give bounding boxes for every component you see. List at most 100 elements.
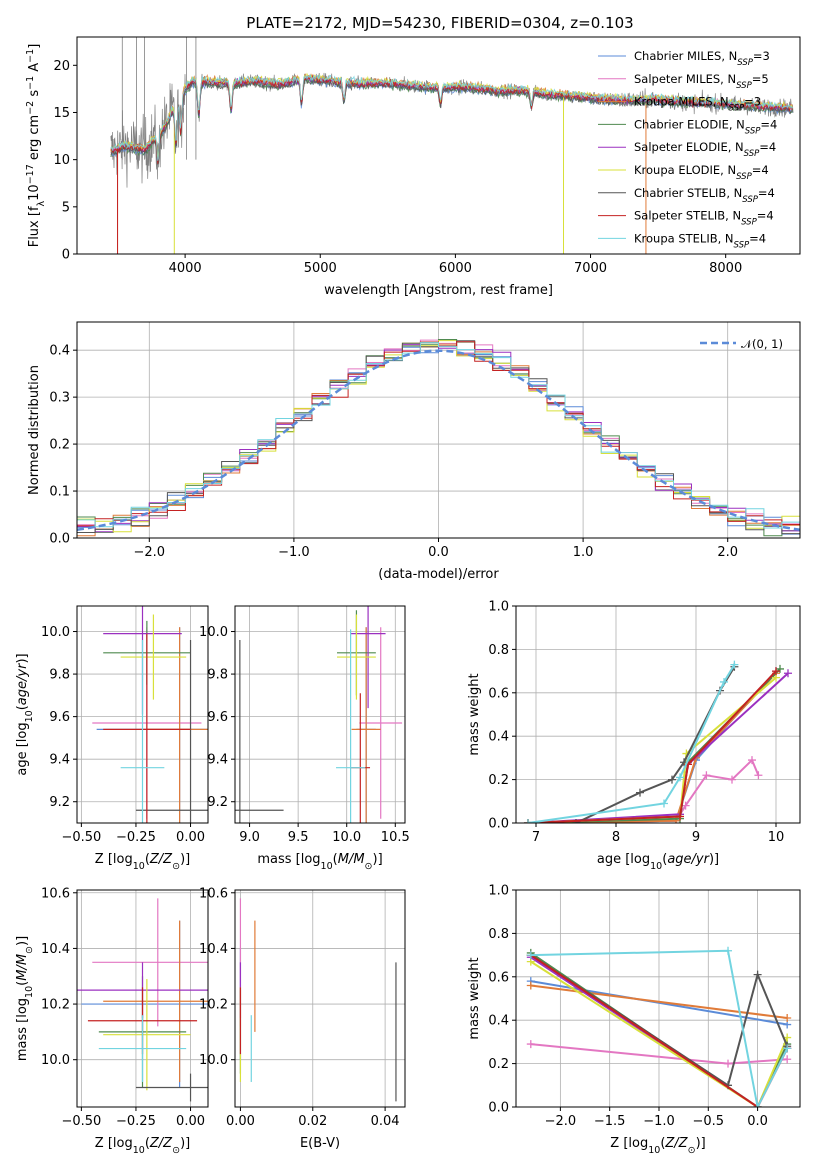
residual-histogram-xtick-label: −1.0 xyxy=(278,545,310,560)
series-marker-kroupa-stelib xyxy=(783,1044,792,1053)
spectrum-xtick-label: 8000 xyxy=(709,261,742,276)
mass-vs-Z-y-label: mass [log10(M/M⊙)] xyxy=(15,936,35,1061)
age-vs-Z-ytick-label: 9.6 xyxy=(49,710,70,725)
age-vs-Z-xtick-label: 0.00 xyxy=(176,830,205,845)
series-marker-kroupa-stelib xyxy=(526,951,535,960)
mass-weight-vs-age-y-label: mass weight xyxy=(467,673,482,755)
mass-vs-EBV-xtick-label: 0.00 xyxy=(226,1114,255,1129)
age-vs-mass-frame xyxy=(234,605,406,824)
mass-weight-vs-Z-ytick-label: 0.4 xyxy=(488,1014,509,1029)
mass-vs-Z-xtick-label: −0.25 xyxy=(116,1114,156,1129)
age-vs-Z-x-label: Z [log10(Z/Z⊙)] xyxy=(95,852,190,872)
age-vs-Z-xtick-label: −0.50 xyxy=(61,830,101,845)
mass-vs-EBV-axes: 0.00 0.02 0.04 10.0 10.2 10.4 10.6 xyxy=(199,886,405,1129)
histogram-steps xyxy=(77,339,800,537)
legend-label-kroupa-miles: Kroupa MILES, NSSP=3 xyxy=(634,95,761,114)
series-line-kroupa-elodie xyxy=(527,676,777,823)
spectrum-curves xyxy=(110,37,794,254)
series-marker-salpeter-miles xyxy=(728,775,736,784)
age-vs-mass-xtick-label: 9.5 xyxy=(288,830,309,845)
model-spectrum-salpeter-stelib xyxy=(110,73,794,164)
residual-histogram-ytick-label: 0.2 xyxy=(49,438,70,453)
series-marker-kroupa-stelib xyxy=(724,946,733,955)
mass-vs-Z-ytick-label: 10.0 xyxy=(41,1053,70,1068)
age-vs-mass-errorbars xyxy=(235,606,403,823)
legend-label-salpeter-miles: Salpeter MILES, NSSP=5 xyxy=(634,72,769,91)
residual-histogram-axes: −2.0 −1.0 0.0 1.0 2.0 0.0 0.1 0.2 0.3 0.4 xyxy=(49,322,800,560)
spectrum-xtick-label: 5000 xyxy=(304,261,337,276)
residual-histogram-xtick-label: 1.0 xyxy=(573,545,594,560)
mass-weight-vs-age-axes: 7 8 9 10 0.0 0.2 0.4 0.6 0.8 1.0 xyxy=(488,600,800,845)
series-marker-kroupa-stelib xyxy=(524,819,532,823)
age-vs-Z-frame xyxy=(76,605,209,824)
mass-weight-vs-Z-ytick-label: 0.2 xyxy=(488,1057,509,1072)
series-line-kroupa-stelib xyxy=(527,664,736,823)
mass-weight-vs-Z-xtick-label: 0.0 xyxy=(747,1114,768,1129)
mass-weight-vs-Z-xtick-label: −1.5 xyxy=(594,1114,626,1129)
series-line-kroupa-elodie xyxy=(530,960,789,1107)
mass-weight-vs-Z-xtick-label: −0.5 xyxy=(693,1114,725,1129)
errorbar-kroupa-miles xyxy=(103,920,208,1082)
age-vs-Z-errorbars xyxy=(92,606,208,823)
spectrum-legend: Chabrier MILES, NSSP=3 Salpeter MILES, NS… xyxy=(598,49,777,250)
spectrum-frame xyxy=(76,36,801,255)
spectrum-ytick-label: 20 xyxy=(53,59,70,74)
mass-weight-vs-Z-ytick-label: 1.0 xyxy=(488,884,509,899)
mass-weight-vs-Z-lines xyxy=(526,946,792,1107)
spectrum-y-label: Flux [fλ10−17 erg cm−2 s−1 A−1] xyxy=(25,44,47,248)
mass-vs-Z-ytick-label: 10.6 xyxy=(41,886,70,901)
series-marker-salpeter-stelib xyxy=(772,667,780,676)
spectrum-ytick-label: 5 xyxy=(62,200,70,215)
mass-vs-Z-ytick-label: 10.2 xyxy=(41,998,70,1013)
mass-weight-vs-Z-axes: −2.0 −1.5 −1.0 −0.5 0.0 0.0 0.2 0.4 0.6 0.8 1.0 xyxy=(488,884,800,1129)
figure-title: PLATE=2172, MJD=54230, FIBERID=0304, z=0… xyxy=(246,14,633,32)
series-marker-salpeter-miles xyxy=(702,771,711,780)
mass-weight-vs-age-ytick-label: 0.6 xyxy=(488,686,509,701)
mass-weight-vs-Z-ytick-label: 0.0 xyxy=(488,1101,509,1116)
residual-histogram-ytick-label: 0.4 xyxy=(49,344,70,359)
age-vs-mass-ytick-label: 9.6 xyxy=(207,710,228,725)
residual-histogram-frame xyxy=(76,321,801,539)
series-marker-salpeter-elodie xyxy=(784,669,792,678)
residual-histogram-ytick-label: 0.1 xyxy=(49,485,70,500)
series-marker-kroupa-stelib xyxy=(676,773,684,782)
legend-label-kroupa-elodie: Kroupa ELODIE, NSSP=4 xyxy=(634,163,769,182)
age-vs-Z-ytick-label: 10.0 xyxy=(41,625,70,640)
mass-weight-vs-age-ytick-label: 0.2 xyxy=(488,773,509,788)
mass-weight-vs-age-x-label: age [log10(age/yr)] xyxy=(597,852,719,872)
age-vs-Z-axes: −0.50 −0.25 0.00 9.2 9.4 9.6 9.8 10.0 xyxy=(41,606,208,845)
series-marker-kroupa-miles xyxy=(783,1014,792,1023)
age-vs-mass-ytick-label: 9.4 xyxy=(207,753,228,768)
series-marker-chabrier-stelib xyxy=(753,970,762,979)
spectrum-axes: 4000 5000 6000 7000 8000 0 5 10 15 20 xyxy=(53,59,742,276)
age-vs-Z-ytick-label: 9.2 xyxy=(49,795,70,810)
mass-vs-Z-axes: −0.50 −0.25 0.00 10.0 10.2 10.4 10.6 xyxy=(41,886,208,1129)
age-vs-mass-ytick-label: 10.0 xyxy=(199,625,228,640)
errorbar-kroupa-miles xyxy=(351,627,381,823)
mass-vs-Z-ytick-label: 10.4 xyxy=(41,942,70,957)
errorbar-kroupa-elodie xyxy=(120,614,187,700)
spectrum-xtick-label: 4000 xyxy=(169,261,202,276)
series-marker-salpeter-stelib xyxy=(676,812,684,821)
series-marker-salpeter-miles xyxy=(754,771,763,780)
mass-weight-vs-age-ytick-label: 1.0 xyxy=(488,600,509,615)
age-vs-mass-xtick-label: 10.5 xyxy=(381,830,410,845)
mass-vs-EBV-frame xyxy=(234,889,406,1108)
mass-weight-vs-Z-xtick-label: −2.0 xyxy=(545,1114,577,1129)
mass-vs-Z-xtick-label: 0.00 xyxy=(176,1114,205,1129)
mass-weight-vs-age-ytick-label: 0.8 xyxy=(488,643,509,658)
residual-histogram-ytick-label: 0.0 xyxy=(49,532,70,547)
series-line-chabrier-elodie xyxy=(527,668,781,823)
legend-label-salpeter-elodie: Salpeter ELODIE, NSSP=4 xyxy=(634,140,776,159)
age-vs-mass-xtick-label: 10.0 xyxy=(332,830,361,845)
series-marker-chabrier-stelib xyxy=(636,788,644,797)
age-vs-mass-xtick-label: 9.0 xyxy=(239,830,260,845)
legend-label-chabrier-stelib: Chabrier STELIB, NSSP=4 xyxy=(634,186,775,205)
age-vs-Z-xtick-label: −0.25 xyxy=(116,830,156,845)
mass-weight-vs-age-ytick-label: 0.4 xyxy=(488,730,509,745)
age-vs-mass-ytick-label: 9.2 xyxy=(207,795,228,810)
errorbar-kroupa-stelib xyxy=(98,1015,187,1082)
age-vs-mass-axes: 9.0 9.5 10.0 10.5 9.2 9.4 9.6 9.8 10.0 xyxy=(199,606,410,845)
mass-weight-vs-Z-x-label: Z [log10(Z/Z⊙)] xyxy=(610,1136,705,1156)
spectrum-ytick-label: 0 xyxy=(62,248,70,263)
